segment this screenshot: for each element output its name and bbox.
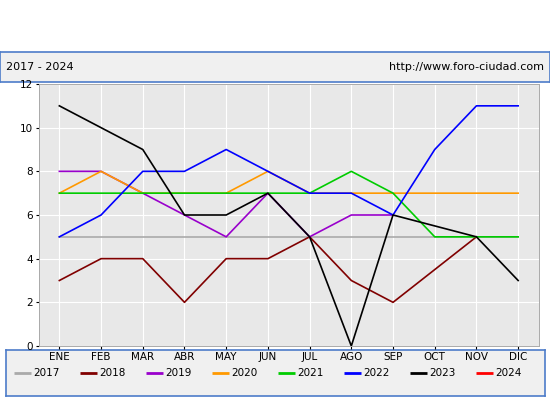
Text: 2022: 2022 <box>364 368 390 378</box>
Text: 2018: 2018 <box>100 368 126 378</box>
Text: 2017: 2017 <box>34 368 60 378</box>
Text: Evolucion del paro registrado en Carenas: Evolucion del paro registrado en Carenas <box>117 18 433 34</box>
Text: http://www.foro-ciudad.com: http://www.foro-ciudad.com <box>389 62 544 72</box>
Text: 2021: 2021 <box>298 368 324 378</box>
Text: 2020: 2020 <box>232 368 258 378</box>
Text: 2017 - 2024: 2017 - 2024 <box>6 62 73 72</box>
Text: 2019: 2019 <box>166 368 192 378</box>
Text: 2023: 2023 <box>430 368 456 378</box>
Text: 2024: 2024 <box>496 368 522 378</box>
